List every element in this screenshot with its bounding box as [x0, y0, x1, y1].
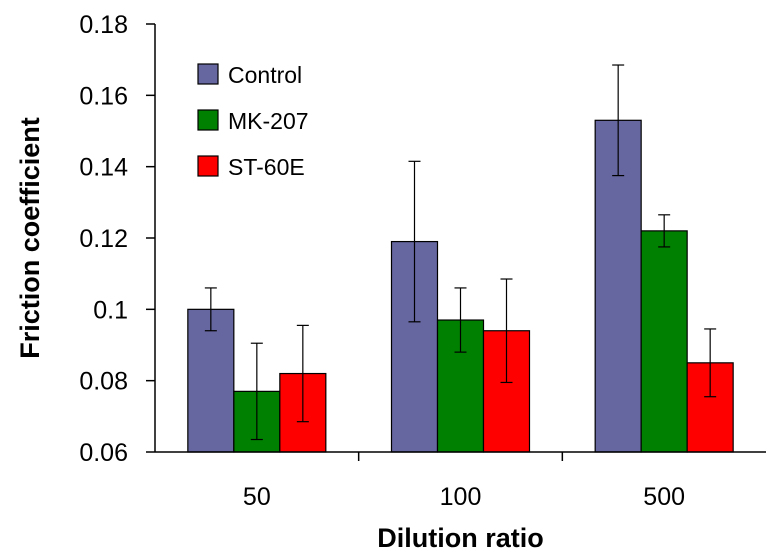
- legend-swatch: [197, 109, 219, 131]
- y-tick-label: 0.08: [79, 368, 128, 396]
- y-tick-label: 0.1: [93, 296, 128, 324]
- legend: Control MK-207 ST-60E: [197, 62, 309, 180]
- bar: [187, 308, 235, 453]
- x-axis-title: Dilution ratio: [377, 523, 543, 553]
- x-axis: 50 100 500: [155, 451, 766, 511]
- legend-label: Control: [228, 62, 302, 88]
- y-axis-title: Friction coefficient: [15, 117, 45, 359]
- legend-swatch: [197, 63, 219, 85]
- y-tick-label: 0.06: [79, 439, 128, 467]
- bar: [640, 230, 688, 453]
- y-tick-label: 0.16: [79, 82, 128, 110]
- y-tick-label: 0.14: [79, 154, 128, 182]
- legend-swatch: [197, 155, 219, 177]
- legend-label: ST-60E: [228, 154, 305, 180]
- x-tick-label: 50: [243, 483, 271, 511]
- y-axis: 0.06 0.08 0.1 0.12 0.14 0.16 0.18: [79, 11, 156, 467]
- plot-area: [187, 64, 734, 453]
- y-tick-label: 0.12: [79, 225, 128, 253]
- x-tick-label: 100: [440, 483, 482, 511]
- x-tick-label: 500: [643, 483, 685, 511]
- legend-label: MK-207: [228, 108, 309, 134]
- y-tick-label: 0.18: [79, 11, 128, 39]
